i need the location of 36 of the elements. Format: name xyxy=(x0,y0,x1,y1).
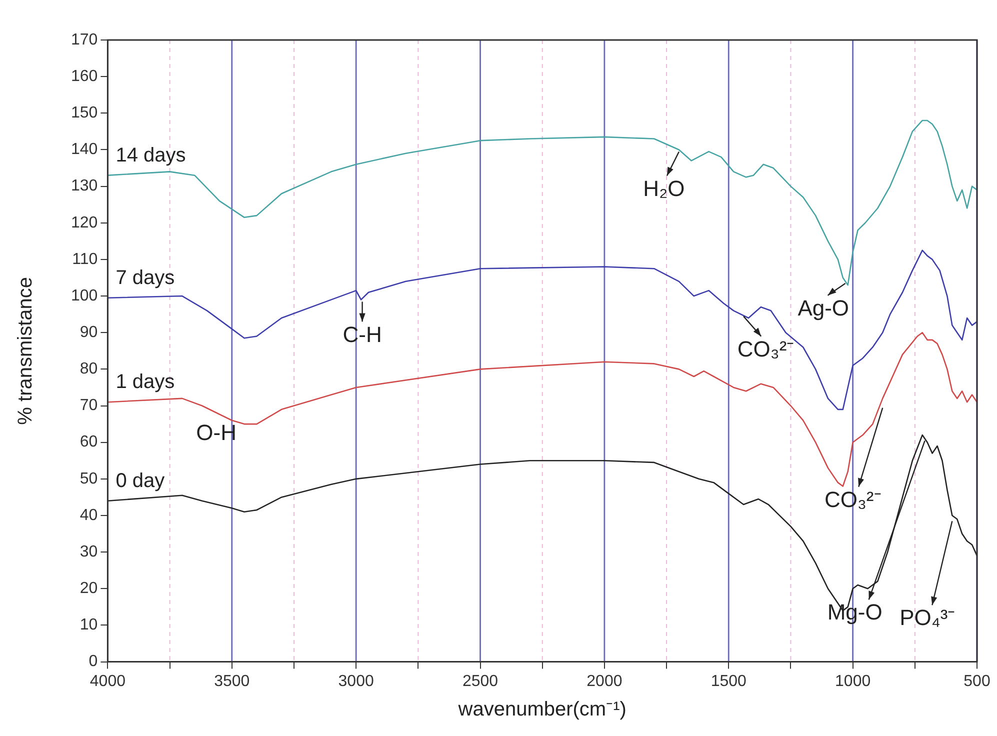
annotation: PO₄³⁻ xyxy=(900,605,955,630)
series-label: 1 days xyxy=(116,371,175,394)
x-tick-label: 500 xyxy=(964,672,990,690)
y-tick-label: 80 xyxy=(80,360,98,378)
annotation: Ag-O xyxy=(798,295,850,320)
y-tick-label: 30 xyxy=(80,543,98,560)
x-tick-label: 4000 xyxy=(90,672,126,690)
x-tick-label: 3500 xyxy=(214,672,250,690)
y-tick-label: 50 xyxy=(80,470,98,488)
y-tick-label: 40 xyxy=(80,506,98,524)
annotation: CO₃²⁻ xyxy=(737,336,794,362)
x-axis-title: wavenumber(cm⁻¹) xyxy=(457,698,626,721)
y-tick-label: 140 xyxy=(70,141,98,158)
y-tick-label: 0 xyxy=(88,653,98,670)
y-tick-label: 150 xyxy=(70,104,98,122)
x-tick-label: 2000 xyxy=(586,672,622,690)
y-tick-label: 130 xyxy=(70,178,98,195)
y-tick-label: 170 xyxy=(70,31,98,48)
x-tick-label: 2500 xyxy=(462,672,498,690)
x-tick-label: 3000 xyxy=(338,672,374,690)
x-tick-label: 1000 xyxy=(835,672,871,690)
y-axis-title: % transmistance xyxy=(14,276,37,425)
series-label: 14 days xyxy=(116,144,186,166)
y-tick-label: 110 xyxy=(72,250,98,268)
y-tick-label: 70 xyxy=(80,397,98,414)
annotation: H₂O xyxy=(643,176,685,201)
y-tick-label: 10 xyxy=(80,616,98,634)
y-tick-label: 100 xyxy=(70,287,98,304)
series-label: 7 days xyxy=(116,266,175,289)
y-tick-label: 60 xyxy=(80,434,98,451)
y-tick-label: 120 xyxy=(70,214,98,232)
y-tick-label: 160 xyxy=(70,68,98,85)
x-tick-label: 1500 xyxy=(710,672,747,690)
y-tick-label: 20 xyxy=(80,580,98,598)
y-tick-label: 90 xyxy=(80,324,98,342)
series-label: 0 day xyxy=(116,470,165,492)
